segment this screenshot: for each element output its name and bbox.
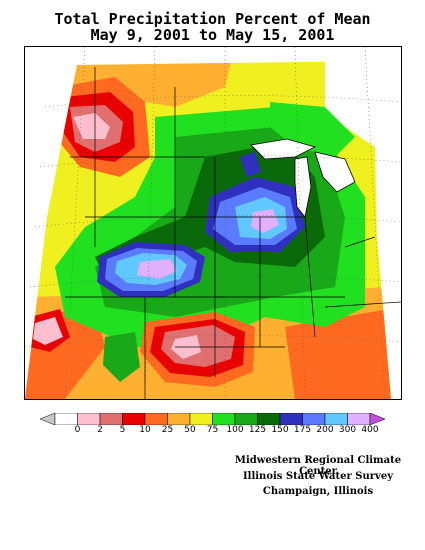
legend-swatch (324, 413, 348, 425)
legend-overflow-arrow (369, 413, 385, 425)
wet-south-125 (103, 332, 140, 382)
legend-swatch (167, 413, 191, 425)
dry-northwest-2 (73, 113, 110, 139)
state-boundaries (65, 67, 401, 399)
no-data-region (325, 47, 401, 237)
legend-swatch (302, 413, 326, 425)
legend-swatch (234, 413, 258, 425)
legend-label: 10 (139, 425, 151, 435)
map-title-line1: Total Precipitation Percent of Mean (54, 10, 371, 28)
legend-swatch (144, 413, 168, 425)
legend-swatch (99, 413, 123, 425)
band-400-west (137, 259, 177, 279)
legend-label: 300 (338, 425, 357, 435)
band-400-east (251, 209, 279, 233)
legend-swatch (279, 413, 303, 425)
band-25-southeast (285, 307, 391, 399)
legend-label: 2 (97, 425, 103, 435)
legend-swatch (257, 413, 281, 425)
credit-line2: Illinois State Water Survey (242, 471, 394, 482)
legend-swatch (212, 413, 236, 425)
dry-southwest-2 (33, 317, 63, 345)
legend-label: 175 (293, 425, 312, 435)
map-title-line2: May 9, 2001 to May 15, 2001 (90, 26, 335, 44)
legend-swatch (54, 413, 78, 425)
legend-swatch (347, 413, 371, 425)
credit-line1: Midwestern Regional Climate Center (234, 455, 402, 477)
credit-line3: Champaign, Illinois (262, 486, 374, 497)
legend-label: 400 (361, 425, 379, 435)
legend-label: 5 (119, 425, 126, 435)
legend-label: 50 (184, 425, 196, 435)
color-legend-bar (40, 413, 385, 425)
legend-swatch (189, 413, 213, 425)
legend-label: 0 (74, 425, 81, 435)
map-svg (25, 47, 401, 399)
great-lakes (250, 138, 356, 218)
precipitation-map (24, 46, 402, 400)
legend-label: 75 (206, 425, 219, 435)
legend-swatch (77, 413, 101, 425)
graticule (25, 47, 401, 399)
legend-label: 150 (271, 425, 289, 435)
legend-label: 100 (226, 425, 244, 435)
legend-swatch (122, 413, 146, 425)
band-175-north (240, 152, 261, 177)
lake-superior (250, 138, 317, 160)
legend-label: 200 (316, 425, 334, 435)
legend-label: 25 (161, 425, 174, 435)
legend-label: 125 (248, 425, 267, 435)
legend-underflow-arrow (40, 413, 56, 425)
